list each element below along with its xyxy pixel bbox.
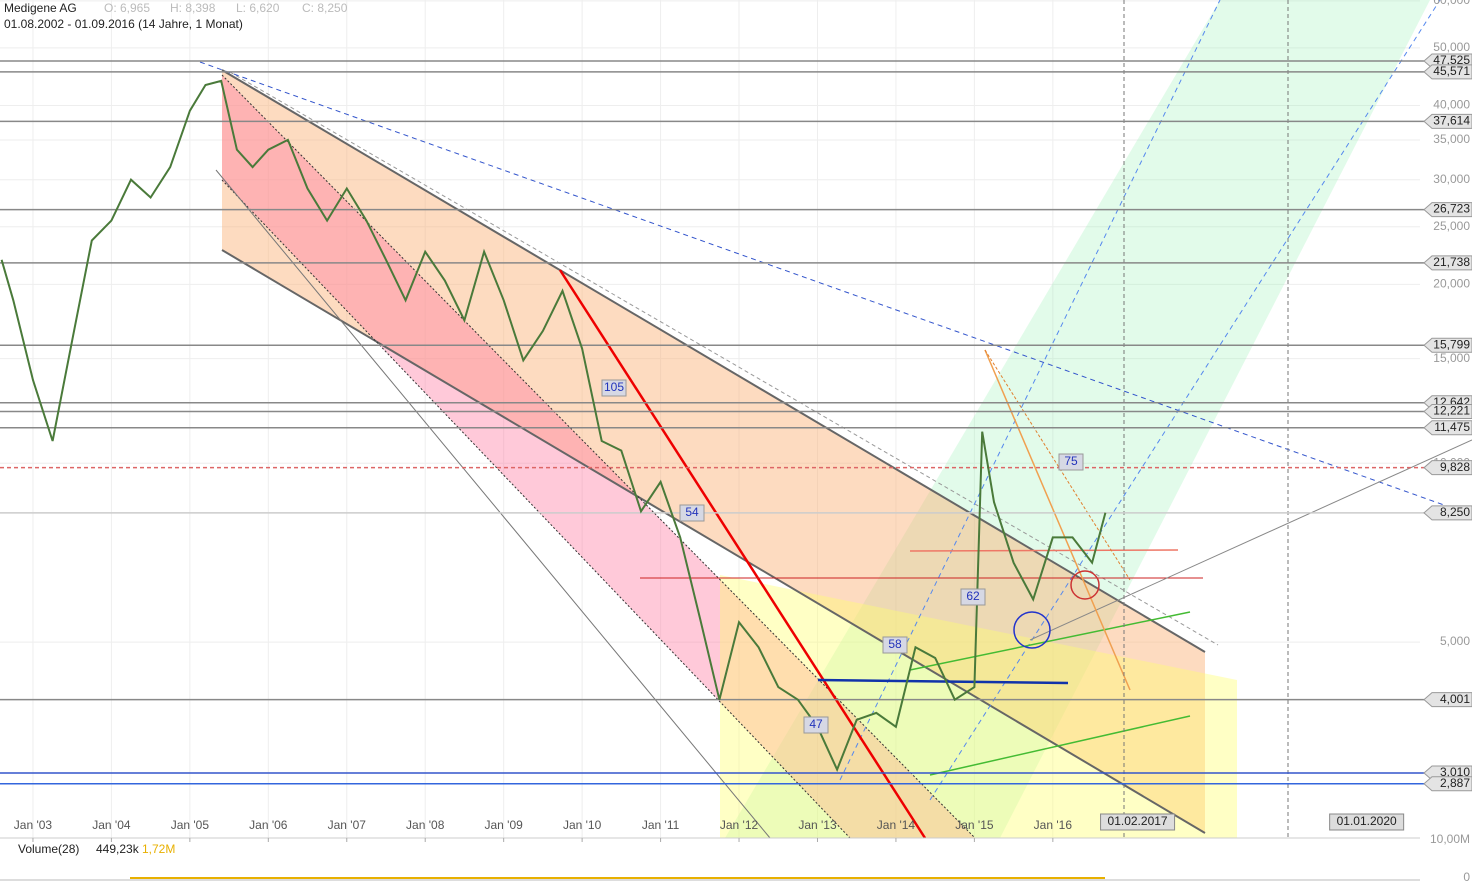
annotation-box	[960, 588, 986, 606]
ohlc-value: O: 6,965	[104, 1, 150, 15]
y-tick-label: 40,000	[1433, 98, 1470, 112]
annotation: 75	[1064, 454, 1078, 468]
annotation: 58	[888, 637, 902, 651]
level-label: 2,887	[1440, 776, 1470, 790]
volume-tick: 0	[1463, 870, 1470, 883]
y-tick-label: 35,000	[1433, 132, 1470, 146]
level-label: 9,828	[1440, 460, 1470, 474]
x-tick-label: Jan '13	[798, 818, 837, 832]
subtitle: 01.08.2002 - 01.09.2016 (14 Jahre, 1 Mon…	[4, 17, 243, 31]
date-marker-label: 01.01.2020	[1337, 814, 1397, 828]
level-tag	[1423, 113, 1472, 129]
x-tick-label: Jan '03	[14, 818, 53, 832]
annotation-box	[1058, 453, 1084, 471]
level-label: 47,525	[1433, 53, 1470, 67]
level-label: 11,475	[1434, 420, 1470, 434]
ohlc-value: H: 8,398	[170, 1, 216, 15]
level-label: 21,738	[1433, 255, 1470, 269]
x-tick-label: Jan '07	[328, 818, 367, 832]
y-tick-label: 50,000	[1433, 40, 1470, 54]
y-tick-label: 5,000	[1440, 634, 1470, 648]
annotation: 105	[604, 380, 624, 394]
x-tick-label: Jan '09	[485, 818, 524, 832]
annotation: 62	[966, 589, 980, 603]
level-tag	[1423, 64, 1472, 80]
x-tick-label: Jan '10	[563, 818, 602, 832]
chart-title: Medigene AG	[4, 1, 77, 15]
level-label: 3,010	[1440, 765, 1470, 779]
x-tick-label: Jan '12	[720, 818, 759, 832]
date-marker	[1100, 813, 1176, 831]
annotation-box	[882, 636, 908, 654]
annotation-box	[601, 379, 627, 397]
drawings	[199, 0, 1472, 839]
x-tick-label: Jan '15	[955, 818, 994, 832]
level-tag	[1423, 460, 1472, 476]
level-tag	[1423, 255, 1472, 271]
level-tag	[1423, 776, 1472, 792]
level-tag	[1423, 420, 1472, 436]
annotation-box	[679, 504, 705, 522]
level-label: 12,221	[1433, 404, 1470, 418]
volume-value: 449,23k	[96, 842, 140, 856]
level-label: 26,723	[1433, 202, 1470, 216]
annotation: 47	[809, 717, 823, 731]
volume-average-label: 1,72M	[142, 842, 175, 856]
ohlc-value: L: 6,620	[236, 1, 280, 15]
date-marker-label: 01.02.2017	[1108, 814, 1168, 828]
volume-label: Volume(28)	[18, 842, 79, 856]
annotation-box	[803, 716, 829, 734]
y-tick-label: 30,000	[1433, 172, 1470, 186]
x-tick-label: Jan '05	[171, 818, 210, 832]
annotation: 54	[685, 505, 699, 519]
x-tick-label: Jan '08	[406, 818, 445, 832]
y-tick-label: 15,000	[1433, 351, 1470, 365]
level-tag	[1423, 505, 1472, 521]
level-tag	[1423, 403, 1472, 419]
ohlc-value: C: 8,250	[302, 1, 348, 15]
x-tick-label: Jan '16	[1034, 818, 1073, 832]
level-tag	[1423, 692, 1472, 708]
x-tick-label: Jan '06	[249, 818, 288, 832]
volume-tick: 10,00M	[1430, 832, 1470, 846]
level-label: 45,571	[1433, 64, 1470, 78]
date-marker	[1329, 813, 1405, 831]
level-label: 37,614	[1433, 114, 1470, 128]
level-tag	[1423, 202, 1472, 218]
level-label: 4,001	[1440, 692, 1470, 706]
price-line	[0, 79, 1107, 773]
y-tick-label: 60,000	[1433, 0, 1470, 7]
x-tick-label: Jan '14	[877, 818, 916, 832]
x-tick-label: Jan '04	[92, 818, 131, 832]
x-tick-label: Jan '11	[642, 818, 680, 832]
level-label: 15,799	[1433, 337, 1470, 351]
level-label: 8,250	[1440, 505, 1470, 519]
y-tick-label: 25,000	[1433, 219, 1470, 233]
y-tick-label: 20,000	[1433, 277, 1470, 291]
level-tag	[1423, 337, 1472, 353]
